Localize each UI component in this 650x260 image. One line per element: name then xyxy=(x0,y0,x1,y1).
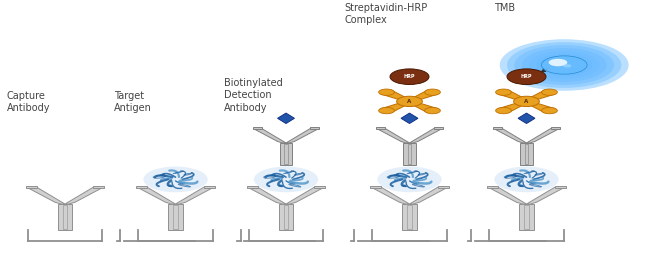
Polygon shape xyxy=(137,187,176,204)
Bar xyxy=(283,205,289,229)
Polygon shape xyxy=(382,101,411,113)
Polygon shape xyxy=(401,113,418,123)
Bar xyxy=(551,127,560,129)
Bar xyxy=(94,186,104,188)
Polygon shape xyxy=(286,187,324,204)
Bar xyxy=(253,127,262,129)
Polygon shape xyxy=(526,129,559,143)
Bar xyxy=(58,204,72,230)
Bar xyxy=(438,186,448,188)
Circle shape xyxy=(529,51,599,79)
Text: TMB: TMB xyxy=(494,3,515,12)
Circle shape xyxy=(424,89,440,95)
Text: A: A xyxy=(408,99,411,104)
Circle shape xyxy=(541,107,557,114)
Text: Streptavidin-HRP
Complex: Streptavidin-HRP Complex xyxy=(344,3,428,25)
Bar xyxy=(524,205,529,229)
Bar xyxy=(315,186,325,188)
Polygon shape xyxy=(377,129,410,143)
Polygon shape xyxy=(525,101,554,113)
Circle shape xyxy=(507,69,546,84)
Bar xyxy=(279,204,293,230)
Bar xyxy=(519,204,534,230)
Bar xyxy=(408,144,411,164)
Circle shape xyxy=(549,59,567,66)
Polygon shape xyxy=(525,90,554,102)
Circle shape xyxy=(390,69,429,84)
Bar xyxy=(525,144,528,164)
Polygon shape xyxy=(65,187,103,204)
Bar xyxy=(26,186,36,188)
Text: A: A xyxy=(525,99,528,104)
Bar xyxy=(488,186,498,188)
Text: HRP: HRP xyxy=(404,74,415,79)
Circle shape xyxy=(424,107,440,114)
Bar xyxy=(376,127,385,129)
Circle shape xyxy=(500,39,629,91)
Bar xyxy=(370,186,381,188)
Polygon shape xyxy=(371,187,410,204)
Polygon shape xyxy=(286,129,318,143)
Bar xyxy=(493,127,502,129)
Polygon shape xyxy=(488,187,526,204)
Polygon shape xyxy=(494,129,526,143)
Text: Capture
Antibody: Capture Antibody xyxy=(6,91,50,113)
Circle shape xyxy=(396,96,422,107)
Polygon shape xyxy=(254,129,286,143)
Bar xyxy=(407,205,412,229)
Bar xyxy=(310,127,319,129)
Text: HRP: HRP xyxy=(521,74,532,79)
Polygon shape xyxy=(408,101,437,113)
Circle shape xyxy=(514,96,540,107)
Text: Target
Antigen: Target Antigen xyxy=(114,91,151,113)
Polygon shape xyxy=(176,187,214,204)
Circle shape xyxy=(536,54,592,76)
Bar xyxy=(204,186,214,188)
Circle shape xyxy=(541,89,557,95)
Polygon shape xyxy=(410,129,442,143)
Bar xyxy=(555,186,566,188)
Circle shape xyxy=(379,89,395,95)
Polygon shape xyxy=(408,90,437,102)
Bar xyxy=(168,204,183,230)
Bar xyxy=(173,205,178,229)
Circle shape xyxy=(514,45,614,85)
Circle shape xyxy=(254,166,318,192)
Circle shape xyxy=(541,56,587,74)
Bar xyxy=(247,186,257,188)
Circle shape xyxy=(496,89,512,95)
Polygon shape xyxy=(499,101,528,113)
Bar xyxy=(521,143,532,165)
Polygon shape xyxy=(526,187,565,204)
Polygon shape xyxy=(27,187,65,204)
Bar xyxy=(136,186,147,188)
Circle shape xyxy=(143,166,208,192)
Bar xyxy=(280,143,292,165)
Polygon shape xyxy=(499,90,528,102)
Circle shape xyxy=(379,107,395,114)
Circle shape xyxy=(507,42,621,88)
Polygon shape xyxy=(410,187,448,204)
Polygon shape xyxy=(382,90,411,102)
Polygon shape xyxy=(518,113,535,123)
Circle shape xyxy=(494,166,558,192)
Text: Biotinylated
Detection
Antibody: Biotinylated Detection Antibody xyxy=(224,78,283,113)
Polygon shape xyxy=(248,187,286,204)
Bar xyxy=(402,204,417,230)
Bar xyxy=(404,143,415,165)
Bar xyxy=(62,205,68,229)
Bar xyxy=(284,144,288,164)
Circle shape xyxy=(521,48,607,82)
Circle shape xyxy=(563,64,571,68)
Circle shape xyxy=(377,166,442,192)
Circle shape xyxy=(496,107,512,114)
Polygon shape xyxy=(278,113,294,123)
Bar xyxy=(434,127,443,129)
